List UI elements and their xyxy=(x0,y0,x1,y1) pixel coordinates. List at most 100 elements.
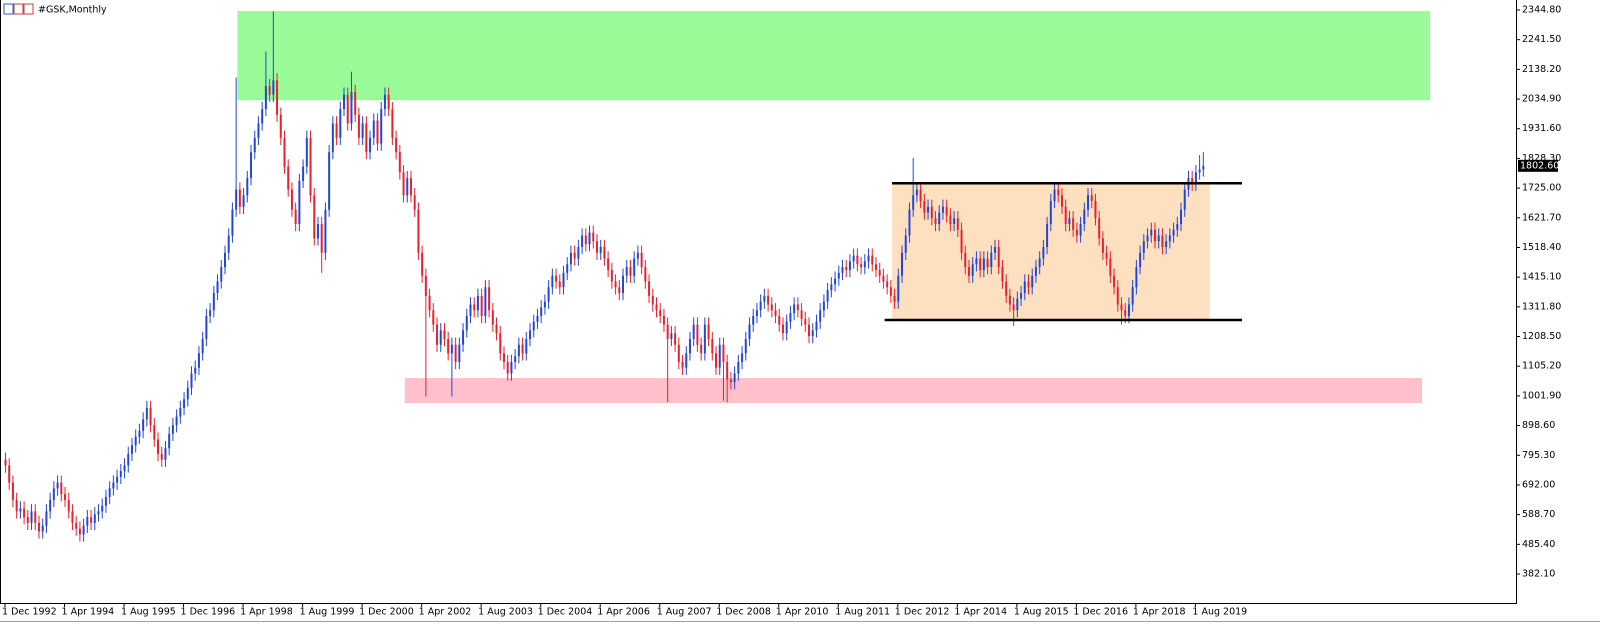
candle-body xyxy=(495,324,498,334)
price-zone xyxy=(237,11,1431,101)
candle-body xyxy=(1153,229,1156,242)
candle-body xyxy=(287,166,290,190)
candle-body xyxy=(1161,235,1164,248)
candle-body xyxy=(201,338,204,354)
candle-body xyxy=(264,86,267,110)
candle-body xyxy=(506,361,509,374)
candle-body xyxy=(97,511,100,515)
candle-body xyxy=(737,361,740,374)
y-tick-label: 1415.10 xyxy=(1522,272,1561,283)
candle-body xyxy=(1016,298,1019,311)
candle-body xyxy=(741,353,744,362)
candle-body xyxy=(160,453,163,460)
candle-body xyxy=(369,137,372,153)
y-tick-label: 795.30 xyxy=(1522,450,1555,461)
candle-body xyxy=(365,123,368,153)
candle-body xyxy=(443,330,446,339)
candle-body xyxy=(1183,189,1186,210)
candle-body xyxy=(941,206,944,213)
candle-body xyxy=(893,295,896,302)
candle-body xyxy=(473,304,476,311)
candle-body xyxy=(1116,287,1119,305)
candle-body xyxy=(1075,229,1078,236)
candle-body xyxy=(302,166,305,181)
candle-body xyxy=(212,292,215,311)
candle-body xyxy=(1038,258,1041,268)
candle-body xyxy=(897,275,900,302)
candle-body xyxy=(677,344,680,362)
x-tick-label: 1 Dec 2000 xyxy=(359,607,414,618)
candle-body xyxy=(502,353,505,362)
price-label-box xyxy=(1518,159,1558,172)
y-tick-label: 898.60 xyxy=(1522,420,1555,431)
candle-body xyxy=(168,433,171,449)
candle-body xyxy=(272,80,275,95)
x-tick-label: 1 Dec 1992 xyxy=(2,607,57,618)
y-tick-label: 588.70 xyxy=(1522,509,1555,520)
candle-body xyxy=(986,258,989,268)
candle-body xyxy=(1060,195,1063,207)
candle-body xyxy=(436,324,439,345)
candle-body xyxy=(41,525,44,532)
candle-body xyxy=(752,315,755,325)
candle-body xyxy=(450,344,453,354)
candle-body xyxy=(659,310,662,316)
x-tick-label: 1 Apr 2010 xyxy=(776,607,829,618)
y-tick-label: 1725.00 xyxy=(1522,183,1561,194)
candle-body xyxy=(1109,258,1112,276)
candle-body xyxy=(134,436,137,446)
candle-body xyxy=(1090,195,1093,202)
candle-body xyxy=(428,295,431,311)
candle-body xyxy=(328,152,331,210)
candle-body xyxy=(56,482,59,489)
candle-body xyxy=(640,252,643,268)
candle-body xyxy=(927,206,930,213)
candle-body xyxy=(186,387,189,400)
candle-body xyxy=(808,324,811,337)
candle-body xyxy=(406,178,409,196)
candle-body xyxy=(517,344,520,357)
candle-body xyxy=(1202,165,1205,170)
candle-body xyxy=(826,290,829,302)
candle-body xyxy=(763,295,766,302)
candle-body xyxy=(402,172,405,196)
candle-body xyxy=(718,344,721,368)
candle-body xyxy=(1191,178,1194,184)
candle-body xyxy=(119,471,122,477)
candle-body xyxy=(934,218,937,225)
symbol-icon xyxy=(3,3,34,15)
candle-body xyxy=(789,313,792,322)
candle-body xyxy=(1098,218,1101,239)
candle-body xyxy=(1042,247,1045,259)
candle-body xyxy=(491,310,494,325)
candle-body xyxy=(755,310,758,316)
candle-body xyxy=(982,258,985,271)
candle-body xyxy=(543,301,546,308)
candle-body xyxy=(1124,310,1127,316)
overlay: 1802.60 xyxy=(884,159,1559,322)
candle-body xyxy=(547,287,550,302)
candle-body xyxy=(86,517,89,526)
candle-body xyxy=(830,284,833,291)
x-tick-label: 1 Apr 2014 xyxy=(954,607,1007,618)
candle-body xyxy=(220,267,223,282)
y-tick-label: 1105.20 xyxy=(1522,361,1561,372)
candle-body xyxy=(551,275,554,288)
candle-body xyxy=(770,304,773,311)
candle-body xyxy=(1031,275,1034,288)
candle-body xyxy=(785,321,788,334)
candle-body xyxy=(655,304,658,311)
x-tick-label: 1 Dec 2008 xyxy=(716,607,771,618)
candle-body xyxy=(339,109,342,138)
candle-body xyxy=(599,247,602,253)
candle-body xyxy=(209,310,212,316)
candle-body xyxy=(376,120,379,144)
candle-body xyxy=(313,195,316,239)
candle-body xyxy=(235,189,238,210)
y-tick-label: 485.40 xyxy=(1522,539,1555,550)
candle-body xyxy=(648,281,651,296)
candle-body xyxy=(707,324,710,339)
candle-body xyxy=(1005,281,1008,296)
candle-body xyxy=(815,321,818,331)
candle-body xyxy=(688,338,691,354)
